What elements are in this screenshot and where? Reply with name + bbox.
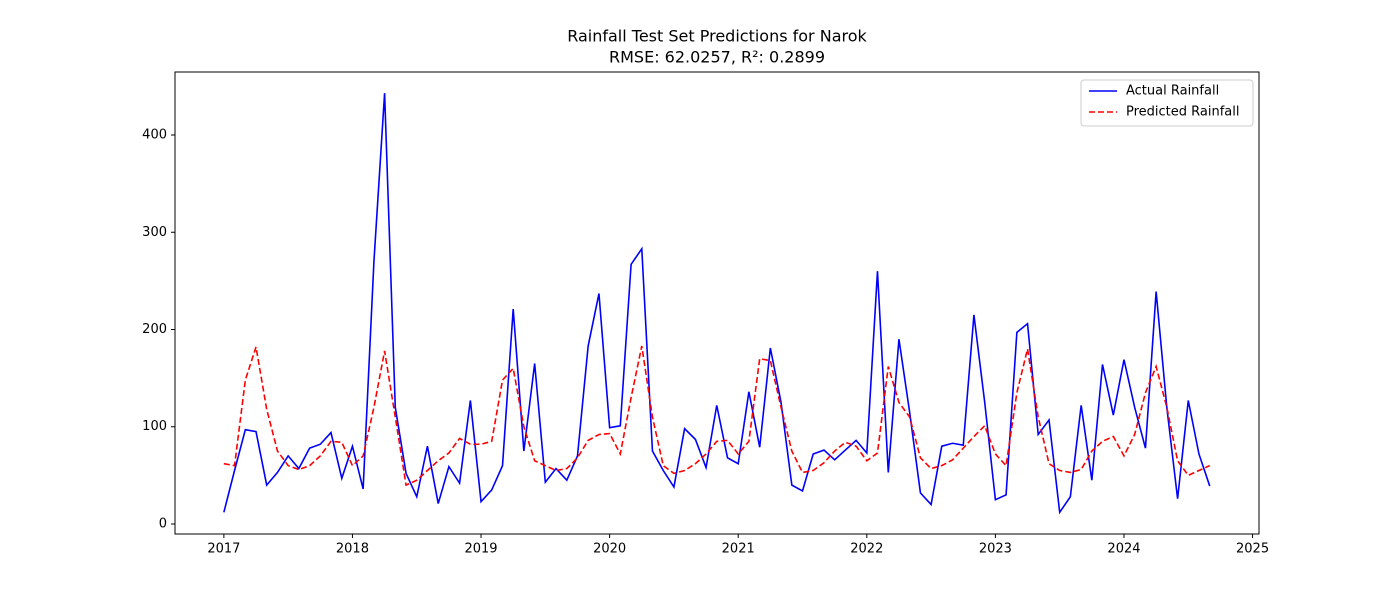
- x-tick-label: 2020: [593, 542, 626, 557]
- y-tick-label: 300: [142, 225, 167, 240]
- y-tick-label: 200: [142, 322, 167, 337]
- x-tick-label: 2019: [464, 542, 497, 557]
- x-tick-label: 2025: [1236, 542, 1269, 557]
- x-tick-label: 2017: [207, 542, 240, 557]
- y-tick-label: 0: [159, 516, 167, 531]
- x-tick-label: 2018: [336, 542, 369, 557]
- data-line: [223, 93, 1211, 515]
- chart-subtitle: RMSE: 62.0257, R²: 0.2899: [609, 48, 825, 67]
- y-tick-label: 400: [142, 128, 167, 143]
- chart-title: Rainfall Test Set Predictions for Narok: [567, 27, 867, 46]
- x-tick-label: 2021: [722, 542, 755, 557]
- x-tick-label: 2024: [1107, 542, 1140, 557]
- legend-box: [1080, 79, 1254, 127]
- legend-label: Predicted Rainfall: [1126, 105, 1240, 120]
- data-line: [223, 345, 1211, 487]
- x-tick-label: 2022: [850, 542, 883, 557]
- y-tick-label: 100: [142, 419, 167, 434]
- plot-frame: [174, 71, 1260, 535]
- legend-label: Actual Rainfall: [1126, 84, 1219, 99]
- x-tick-label: 2023: [979, 542, 1012, 557]
